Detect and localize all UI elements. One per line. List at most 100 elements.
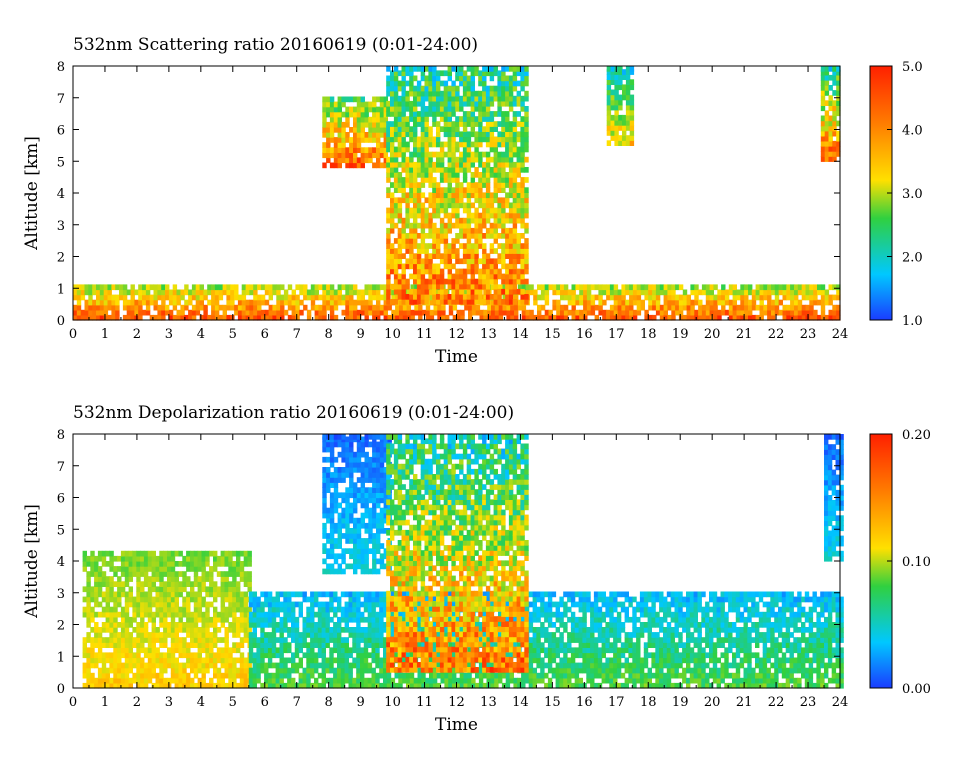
heatmap-cell xyxy=(182,627,187,633)
heatmap-cell xyxy=(248,657,254,664)
heatmap-cell xyxy=(314,637,319,643)
heatmap-cell xyxy=(497,177,502,183)
heatmap-cell xyxy=(337,662,342,669)
heatmap-cell xyxy=(402,304,408,311)
heatmap-cell xyxy=(267,652,273,659)
heatmap-cell xyxy=(428,75,433,82)
heatmap-cell xyxy=(428,80,433,87)
heatmap-cell xyxy=(283,622,288,628)
heatmap-cell xyxy=(728,289,734,296)
heatmap-cell xyxy=(424,111,429,117)
heatmap-cell xyxy=(428,126,433,132)
heatmap-cell xyxy=(462,278,468,285)
heatmap-cell xyxy=(205,642,210,648)
heatmap-cell xyxy=(455,85,460,92)
heatmap-cell xyxy=(364,116,369,123)
heatmap-cell xyxy=(744,299,749,306)
heatmap-cell xyxy=(459,233,464,239)
heatmap-cell xyxy=(493,182,498,188)
heatmap-cell xyxy=(436,121,441,127)
heatmap-cell xyxy=(824,90,830,96)
heatmap-cell xyxy=(379,611,384,618)
heatmap-cell xyxy=(659,309,665,316)
heatmap-cell xyxy=(383,304,388,311)
heatmap-cell xyxy=(172,289,178,296)
heatmap-cell xyxy=(836,146,841,152)
heatmap-cell xyxy=(401,177,406,183)
heatmap-cell xyxy=(279,627,284,633)
heatmap-cell xyxy=(451,197,456,204)
heatmap-cell xyxy=(485,263,491,270)
heatmap-cell xyxy=(306,662,311,669)
heatmap-cell xyxy=(109,616,114,623)
heatmap-cell xyxy=(201,586,206,593)
heatmap-cell xyxy=(220,561,225,567)
heatmap-cell xyxy=(436,80,441,87)
heatmap-cell xyxy=(824,140,830,147)
heatmap-cell xyxy=(466,227,472,234)
heatmap-cell xyxy=(197,652,202,659)
heatmap-cell xyxy=(497,90,502,97)
heatmap-cell xyxy=(629,125,635,131)
heatmap-cell xyxy=(451,278,456,285)
heatmap-cell xyxy=(520,212,525,219)
heatmap-cell xyxy=(828,135,833,142)
heatmap-cell xyxy=(652,289,657,296)
heatmap-cell xyxy=(340,647,346,654)
heatmap-cell xyxy=(97,647,103,654)
heatmap-cell xyxy=(186,652,191,659)
heatmap-cell xyxy=(372,289,377,296)
heatmap-cell xyxy=(283,672,288,679)
heatmap-cell xyxy=(353,152,358,159)
heatmap-cell xyxy=(416,187,422,193)
heatmap-cell xyxy=(794,314,799,321)
heatmap-cell xyxy=(466,100,472,107)
heatmap-cell xyxy=(478,202,483,209)
heatmap-cell xyxy=(493,258,498,265)
heatmap-cell xyxy=(466,192,472,199)
heatmap-cell xyxy=(367,662,373,669)
heatmap-cell xyxy=(170,616,176,623)
heatmap-cell xyxy=(360,106,365,113)
heatmap-cell xyxy=(197,616,202,623)
heatmap-cell xyxy=(474,192,479,199)
heatmap-cell xyxy=(345,111,350,118)
heatmap-cell xyxy=(101,555,107,562)
heatmap-cell xyxy=(413,187,418,193)
heatmap-cell xyxy=(828,299,833,306)
heatmap-cell xyxy=(159,586,164,593)
heatmap-cell xyxy=(428,243,433,249)
heatmap-cell xyxy=(451,177,456,183)
heatmap-cell xyxy=(474,197,479,204)
heatmap-cell xyxy=(329,601,334,608)
heatmap-cell xyxy=(606,79,612,85)
heatmap-cell xyxy=(379,127,385,133)
heatmap-cell xyxy=(134,299,139,306)
heatmap-cell xyxy=(732,314,737,321)
heatmap-cell xyxy=(209,576,214,582)
heatmap-cell xyxy=(386,100,391,107)
heatmap-cell xyxy=(383,667,388,674)
heatmap-cell xyxy=(397,100,403,107)
heatmap-cell xyxy=(333,677,338,684)
heatmap-cell xyxy=(283,299,289,306)
heatmap-cell xyxy=(88,284,93,291)
heatmap-cell xyxy=(325,667,330,674)
heatmap-cell xyxy=(310,657,315,664)
heatmap-cell xyxy=(182,647,187,654)
heatmap-cell xyxy=(379,616,384,623)
heatmap-cell xyxy=(344,637,349,643)
heatmap-cell xyxy=(505,233,510,239)
heatmap-cell xyxy=(264,289,270,296)
heatmap-cell xyxy=(482,192,487,199)
heatmap-cell xyxy=(283,642,288,648)
heatmap-cell xyxy=(609,294,615,301)
heatmap-cell xyxy=(224,555,229,562)
heatmap-cell xyxy=(470,263,475,270)
heatmap-cell xyxy=(167,566,172,572)
heatmap-cell xyxy=(390,151,395,158)
heatmap-cell xyxy=(356,596,361,603)
heatmap-cell xyxy=(820,309,826,316)
heatmap-cell xyxy=(163,591,168,598)
heatmap-cell xyxy=(524,258,529,265)
